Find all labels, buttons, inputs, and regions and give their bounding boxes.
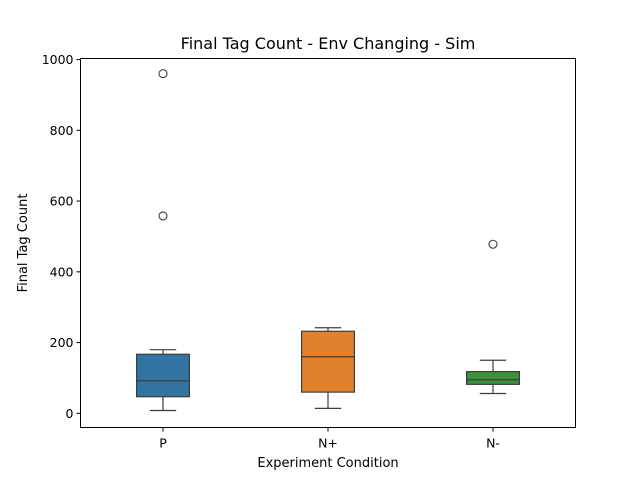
y-tick-label: 200 <box>50 335 74 350</box>
x-tick-label: P <box>159 436 167 451</box>
x-axis-label: Experiment Condition <box>257 456 398 471</box>
plot-area: 0 200 400 600 800 1000 P N+ N- <box>42 52 521 451</box>
y-tick-label: 600 <box>50 194 74 209</box>
x-tick-label: N+ <box>318 436 338 451</box>
box-iqr <box>301 330 356 393</box>
axes-frame <box>80 58 576 428</box>
outlier-point <box>158 69 168 79</box>
y-tick-label: 1000 <box>42 52 74 67</box>
box-iqr <box>466 371 521 385</box>
y-tick-label: 400 <box>50 264 74 279</box>
y-tick-label: 800 <box>50 123 74 138</box>
x-tick-label: N- <box>486 436 500 451</box>
box-iqr <box>136 353 191 398</box>
y-axis-label: Final Tag Count <box>16 194 31 293</box>
outlier-point <box>158 211 168 221</box>
chart-title: Final Tag Count - Env Changing - Sim <box>181 34 476 53</box>
outlier-point <box>488 239 498 249</box>
y-tick-label: 0 <box>66 406 74 421</box>
